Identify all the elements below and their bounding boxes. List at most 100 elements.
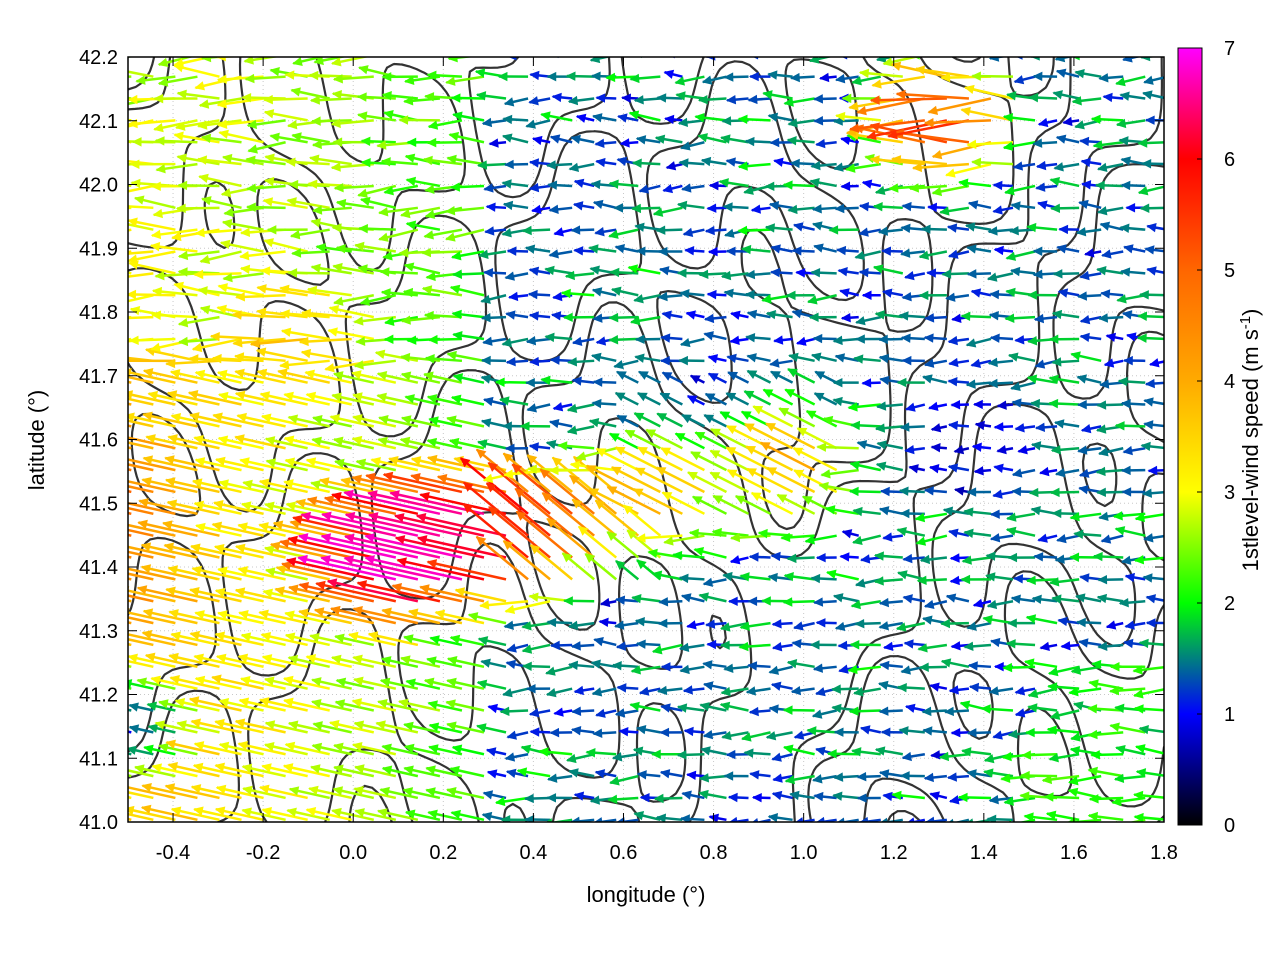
wind-vector xyxy=(241,807,286,822)
wind-vector xyxy=(750,204,771,214)
wind-vector xyxy=(594,138,617,149)
wind-vector xyxy=(480,418,507,428)
wind-vector xyxy=(508,291,529,302)
wind-vector xyxy=(672,550,705,561)
wind-vector xyxy=(607,794,639,805)
wind-vector xyxy=(707,372,728,384)
wind-vector xyxy=(288,584,353,603)
wind-vector xyxy=(144,652,198,669)
wind-vector xyxy=(283,435,330,450)
wind-vector xyxy=(993,463,1014,473)
wind-vector xyxy=(216,97,264,109)
wind-vector xyxy=(423,228,463,240)
wind-vector xyxy=(128,356,154,363)
wind-vector xyxy=(482,790,507,800)
wind-vector xyxy=(531,204,551,215)
wind-vector xyxy=(1101,249,1124,259)
wind-vector xyxy=(128,118,176,129)
wind-vector xyxy=(973,466,992,476)
wind-vector xyxy=(721,731,749,741)
wind-vector xyxy=(232,337,286,348)
wind-vector xyxy=(526,454,573,493)
wind-vector xyxy=(376,370,419,384)
wind-vector xyxy=(237,653,286,669)
wind-vector xyxy=(1010,266,1036,277)
wind-vector xyxy=(727,596,749,607)
wind-vector xyxy=(445,228,485,242)
wind-vector xyxy=(540,111,573,122)
wind-vector xyxy=(664,114,683,125)
wind-vector xyxy=(971,157,1014,168)
wind-vector xyxy=(506,730,529,740)
wind-vector xyxy=(1080,424,1102,434)
wind-vector xyxy=(176,89,220,100)
wind-vector xyxy=(1098,313,1124,323)
wind-vector xyxy=(482,336,507,346)
wind-vector xyxy=(407,608,463,625)
y-tick-label: 41.8 xyxy=(79,302,118,324)
wind-vector xyxy=(915,534,948,546)
wind-vector xyxy=(950,641,970,651)
wind-vector xyxy=(1062,116,1080,127)
wind-vector xyxy=(592,728,617,738)
wind-vector xyxy=(791,47,815,55)
wind-vector xyxy=(1014,423,1036,433)
wind-vector xyxy=(1032,246,1058,256)
wind-vector xyxy=(851,75,882,86)
wind-vector xyxy=(378,228,419,242)
wind-vector xyxy=(1135,744,1164,755)
wind-vector xyxy=(608,432,639,450)
wind-vector xyxy=(1048,398,1080,409)
wind-vector xyxy=(266,225,308,235)
wind-vector xyxy=(767,813,793,822)
wind-vector xyxy=(710,428,750,450)
wind-vector xyxy=(377,698,419,712)
wind-vector xyxy=(961,747,992,757)
wind-vector xyxy=(1039,466,1058,477)
wind-vector xyxy=(246,119,286,130)
wind-vector xyxy=(332,262,374,275)
wind-vector xyxy=(595,708,617,718)
x-tick-label: 1.6 xyxy=(1060,842,1088,864)
wind-vector xyxy=(1068,687,1102,697)
wind-vector xyxy=(1050,203,1080,214)
wind-vector xyxy=(858,227,881,237)
wind-vector xyxy=(265,458,308,472)
wind-vector xyxy=(357,184,397,198)
wind-vector xyxy=(298,336,352,347)
wind-vector xyxy=(280,327,330,341)
wind-vector xyxy=(588,244,617,254)
wind-vector xyxy=(549,355,573,365)
wind-vector xyxy=(608,335,639,345)
wind-vector xyxy=(165,739,220,756)
wind-vector xyxy=(450,809,485,822)
wind-vector xyxy=(570,225,595,235)
wind-vector xyxy=(1087,704,1124,714)
wind-vector xyxy=(858,68,903,79)
wind-vector xyxy=(908,183,947,193)
wind-vector xyxy=(379,267,418,277)
wind-vector xyxy=(839,552,859,562)
wind-vector xyxy=(883,641,903,652)
wind-vector xyxy=(1119,223,1146,233)
wind-vector xyxy=(1049,487,1080,498)
wind-vector xyxy=(1147,465,1164,476)
wind-vector xyxy=(765,731,793,741)
wind-vector xyxy=(1133,555,1164,565)
wind-vector xyxy=(970,358,992,368)
colorbar-ticks: 0 1 2 3 4 5 6 7 xyxy=(1197,38,1235,837)
wind-vector xyxy=(334,633,375,647)
wind-vector xyxy=(1079,270,1102,281)
wind-vector xyxy=(277,368,330,384)
wind-vector xyxy=(279,284,330,297)
wind-vector xyxy=(504,600,551,615)
wind-vector xyxy=(1098,73,1124,83)
wind-vector xyxy=(859,554,881,564)
wind-vector xyxy=(939,206,970,216)
wind-vector xyxy=(128,293,132,297)
wind-vector xyxy=(304,369,353,384)
wind-vector xyxy=(357,111,397,122)
wind-vector xyxy=(187,390,242,406)
wind-vector xyxy=(651,643,683,655)
wind-vector xyxy=(245,202,286,212)
